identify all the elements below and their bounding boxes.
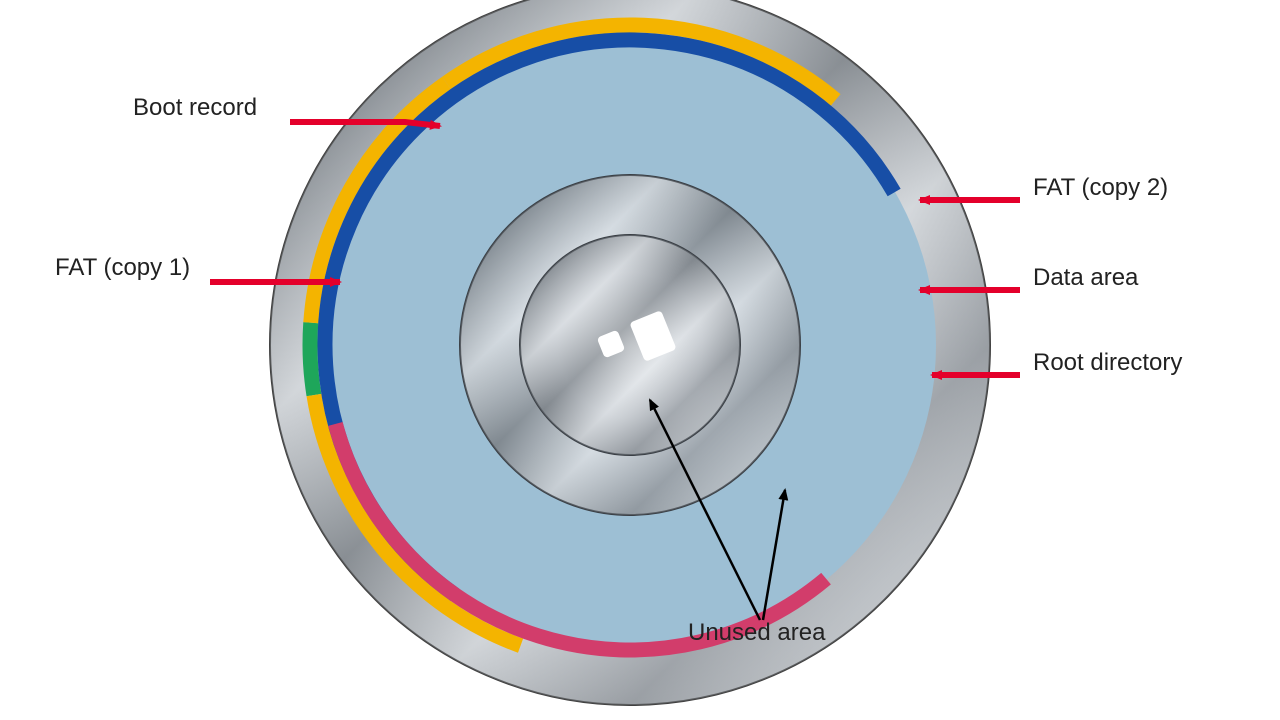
arc-boot_record xyxy=(310,323,314,395)
label-unused_area: Unused area xyxy=(688,619,826,646)
hub xyxy=(460,175,800,515)
disk-diagram: Boot record FAT (copy 1) FAT (copy 2) Data … xyxy=(0,0,1280,720)
label-fat_copy2: FAT (copy 2) xyxy=(1033,174,1168,201)
label-boot_record: Boot record xyxy=(133,94,257,121)
label-root_directory: Root directory xyxy=(1033,349,1182,376)
label-data_area: Data area xyxy=(1033,264,1139,291)
label-fat_copy1: FAT (copy 1) xyxy=(55,254,190,281)
